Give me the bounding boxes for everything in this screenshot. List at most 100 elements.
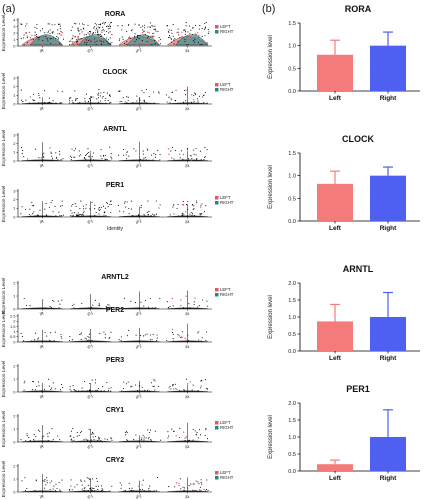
violin-point-left (182, 204, 184, 206)
violin-point (200, 214, 202, 216)
violin-point (59, 102, 61, 104)
violin-point (68, 98, 71, 100)
violin-point (124, 202, 126, 204)
violin-title: PER3 (106, 357, 124, 364)
violin-point (51, 159, 53, 161)
violin-point (57, 29, 59, 31)
violin-point (81, 302, 83, 304)
violin-point (110, 101, 112, 104)
violin-point (98, 303, 100, 305)
violin-point (119, 482, 121, 484)
violin-point (73, 212, 75, 214)
violin-point (74, 156, 76, 158)
violin-point-left (94, 31, 97, 34)
violin-point (101, 22, 103, 24)
violin-point (187, 200, 189, 203)
violin-point (73, 439, 75, 441)
violin-point (38, 337, 40, 339)
violin-point (77, 212, 79, 214)
violin-category-label: iF2 (135, 310, 143, 317)
panel-label-b: (b) (262, 3, 275, 15)
violin-point (110, 387, 112, 389)
violin-point (68, 44, 71, 46)
violin-point (151, 339, 153, 341)
violin-point (71, 38, 73, 40)
violin-point (110, 331, 112, 333)
violin-point (54, 205, 56, 208)
violin-point (106, 382, 108, 384)
violin-point (23, 382, 25, 384)
violin-point (51, 31, 53, 33)
violin-point (103, 390, 105, 392)
violin-point (150, 440, 152, 442)
violin-point (74, 36, 76, 38)
violin-point (89, 208, 91, 210)
violin-point (88, 307, 90, 309)
violin-point (83, 24, 85, 26)
violin-point (91, 33, 93, 35)
violin-point (83, 34, 85, 36)
violin-point (146, 389, 149, 391)
violin-point (111, 158, 113, 160)
violin-point (102, 26, 104, 28)
violin-point (108, 39, 110, 41)
violin-point-left (180, 299, 182, 301)
violin-point (97, 94, 99, 96)
violin-point (68, 100, 71, 102)
violin-point-left (197, 331, 200, 333)
violin-point-left (30, 39, 33, 41)
violin-point (143, 440, 145, 442)
violin-point (81, 488, 83, 490)
violin-point (79, 333, 81, 336)
legend-swatch-right (215, 476, 219, 480)
violin-point (81, 387, 83, 389)
violin-point-left (57, 39, 59, 41)
violin-point (84, 490, 86, 492)
violin-point (45, 214, 47, 216)
violin-point (148, 490, 150, 492)
violin-point (201, 96, 203, 98)
violin-point (48, 378, 50, 380)
violin-point-left (44, 35, 46, 37)
violin-point (172, 35, 174, 37)
violin-point (199, 489, 201, 491)
violin-point (196, 490, 198, 492)
violin-point (123, 149, 125, 151)
violin-point (199, 434, 202, 436)
violin-point (187, 31, 189, 33)
violin-point (117, 25, 119, 27)
violin-point (140, 26, 142, 29)
violin-point (205, 490, 207, 492)
violin-point (27, 158, 29, 160)
violin-point (59, 42, 61, 44)
violin-y-tick-label: 0 (13, 158, 16, 163)
violin-category-label: iF2 (135, 162, 143, 169)
violin-point (110, 21, 113, 23)
violin-point-left (167, 148, 170, 150)
violin-point (106, 37, 108, 39)
violin-point (108, 490, 110, 492)
violin-point-left (185, 295, 187, 297)
violin-point (138, 38, 140, 40)
violin-point (167, 307, 170, 309)
violin-point (90, 151, 92, 153)
legend-label-left: LEFT (220, 287, 231, 292)
violin-point (98, 23, 100, 25)
violin-point (89, 98, 91, 100)
violin-point (84, 100, 86, 102)
violin-point (35, 332, 37, 334)
violin-point (154, 43, 156, 45)
violin-point (58, 151, 61, 153)
violin-point (139, 99, 141, 101)
violin-point (159, 153, 161, 156)
violin-point (184, 440, 186, 442)
violin-point (28, 102, 30, 104)
violin-point (201, 483, 203, 485)
violin-point (182, 101, 185, 103)
violin-point (93, 152, 95, 154)
violin-point (152, 385, 154, 387)
violin-point (79, 33, 81, 35)
violin-point (185, 378, 187, 380)
violin-point (172, 305, 174, 307)
violin-point (74, 22, 76, 24)
